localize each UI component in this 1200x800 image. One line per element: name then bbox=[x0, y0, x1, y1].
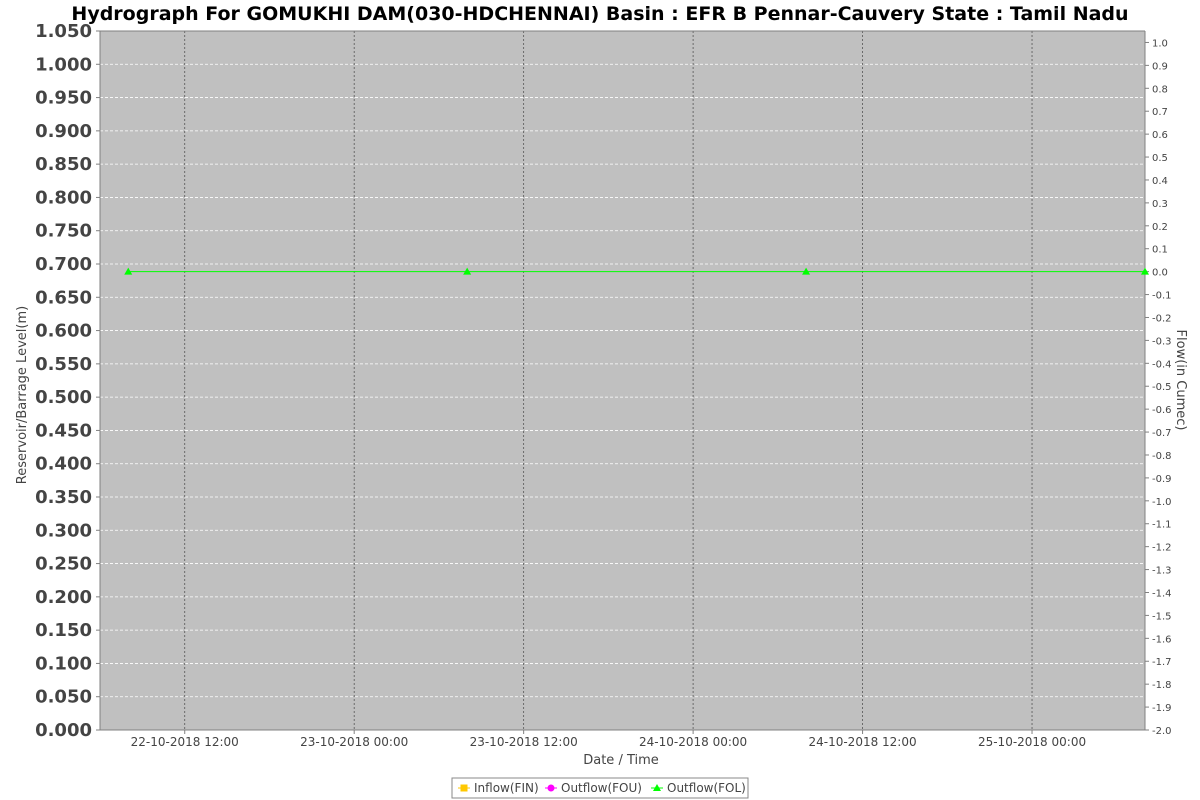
left-tick-label: 0.200 bbox=[35, 587, 92, 608]
data-point-marker bbox=[124, 267, 133, 275]
left-tick-label: 0.900 bbox=[35, 121, 92, 142]
right-tick-label: 0.4 bbox=[1152, 176, 1168, 187]
right-tick-label: 0.6 bbox=[1152, 130, 1168, 141]
legend-marker bbox=[653, 784, 661, 791]
legend-entry-label: Inflow(FIN) bbox=[474, 781, 539, 795]
right-y-axis-ticks: 1.0 0.9 0.8 0.7 0.6 0.5 0.4 0.3 0.2 0.1 0.0 -0.1 -0.… bbox=[1145, 38, 1172, 737]
legend-box bbox=[451, 777, 749, 799]
x-tick-label: 23-10-2018 00:00 bbox=[300, 735, 408, 749]
left-tick-label: 0.500 bbox=[35, 387, 92, 408]
right-tick-label: -1.6 bbox=[1152, 634, 1172, 645]
chart-title: Hydrograph For GOMUKHI DAM(030-HDCHENNAI… bbox=[71, 3, 1128, 25]
left-tick-label: 0.050 bbox=[35, 687, 92, 708]
left-tick-label: 0.400 bbox=[35, 454, 92, 475]
legend-entry-label: Outflow(FOU) bbox=[561, 781, 642, 795]
right-tick-label: -0.5 bbox=[1152, 382, 1172, 393]
right-tick-label: -1.2 bbox=[1152, 543, 1172, 554]
left-y-axis-ticks: 0.000 0.050 0.100 0.150 0.200 0.250 0.300 0.350… bbox=[35, 21, 100, 741]
legend-marker bbox=[460, 784, 468, 792]
right-tick-label: -1.3 bbox=[1152, 566, 1172, 577]
x-tick-label: 24-10-2018 12:00 bbox=[808, 735, 916, 749]
right-tick-label: -1.7 bbox=[1152, 657, 1172, 668]
right-tick-label: -0.9 bbox=[1152, 474, 1172, 485]
right-tick-label: -0.3 bbox=[1152, 336, 1172, 347]
right-tick-label: -0.1 bbox=[1152, 291, 1172, 302]
left-tick-label: 0.850 bbox=[35, 154, 92, 175]
right-tick-label: 0.9 bbox=[1152, 61, 1168, 72]
right-tick-label: -1.8 bbox=[1152, 680, 1172, 691]
right-tick-label: -0.7 bbox=[1152, 428, 1172, 439]
left-tick-label: 0.250 bbox=[35, 554, 92, 575]
right-tick-label: -1.4 bbox=[1152, 588, 1172, 599]
data-point-marker bbox=[802, 267, 811, 275]
grid-lines bbox=[100, 31, 1145, 730]
x-tick-label: 25-10-2018 00:00 bbox=[978, 735, 1086, 749]
left-tick-label: 1.000 bbox=[35, 54, 92, 75]
legend-entry-label: Outflow(FOL) bbox=[667, 781, 746, 795]
right-tick-label: -2.0 bbox=[1152, 726, 1172, 737]
right-tick-label: 1.0 bbox=[1152, 38, 1168, 49]
right-tick-label: -1.9 bbox=[1152, 703, 1172, 714]
left-tick-label: 0.150 bbox=[35, 620, 92, 641]
axes bbox=[99, 30, 1146, 731]
legend-marker bbox=[547, 784, 555, 792]
right-tick-label: -1.1 bbox=[1152, 520, 1172, 531]
right-tick-label: -0.8 bbox=[1152, 451, 1172, 462]
right-tick-label: 0.0 bbox=[1152, 268, 1168, 279]
left-tick-label: 0.950 bbox=[35, 88, 92, 109]
x-tick-label: 24-10-2018 00:00 bbox=[639, 735, 747, 749]
right-tick-label: 0.3 bbox=[1152, 199, 1168, 210]
left-tick-label: 0.600 bbox=[35, 321, 92, 342]
x-axis-label: Date / Time bbox=[583, 753, 659, 768]
right-tick-label: 0.7 bbox=[1152, 107, 1168, 118]
left-tick-label: 0.550 bbox=[35, 354, 92, 375]
left-tick-label: 0.000 bbox=[35, 720, 92, 741]
left-tick-label: 0.450 bbox=[35, 420, 92, 441]
right-tick-label: -0.4 bbox=[1152, 359, 1172, 370]
right-tick-label: -0.2 bbox=[1152, 313, 1172, 324]
legend: Inflow(FIN) Outflow(FOU) Outflow(FOL) bbox=[451, 777, 749, 799]
data-point-marker bbox=[463, 267, 472, 275]
x-axis-ticks: 22-10-2018 12:00 23-10-2018 00:00 23-10-20… bbox=[131, 730, 1086, 749]
left-tick-label: 0.800 bbox=[35, 187, 92, 208]
right-tick-label: -1.5 bbox=[1152, 611, 1172, 622]
right-tick-label: 0.5 bbox=[1152, 153, 1168, 164]
data-point-marker bbox=[1141, 267, 1149, 275]
left-tick-label: 0.100 bbox=[35, 653, 92, 674]
series-layer bbox=[124, 267, 1149, 275]
right-tick-label: 0.8 bbox=[1152, 84, 1168, 95]
left-tick-label: 0.650 bbox=[35, 287, 92, 308]
left-tick-label: 1.050 bbox=[35, 21, 92, 42]
right-tick-label: -1.0 bbox=[1152, 497, 1172, 508]
left-tick-label: 0.300 bbox=[35, 520, 92, 541]
right-tick-label: -0.6 bbox=[1152, 405, 1172, 416]
right-tick-label: 0.1 bbox=[1152, 245, 1168, 256]
x-tick-label: 22-10-2018 12:00 bbox=[131, 735, 239, 749]
left-tick-label: 0.700 bbox=[35, 254, 92, 275]
left-y-axis-label: Reservoir/Barrage Level(m) bbox=[15, 306, 30, 484]
x-tick-label: 23-10-2018 12:00 bbox=[470, 735, 578, 749]
plot-area bbox=[100, 31, 1145, 730]
left-tick-label: 0.750 bbox=[35, 221, 92, 242]
left-tick-label: 0.350 bbox=[35, 487, 92, 508]
right-y-axis-label: Flow(in Cumec) bbox=[1173, 330, 1188, 431]
right-tick-label: 0.2 bbox=[1152, 222, 1168, 233]
